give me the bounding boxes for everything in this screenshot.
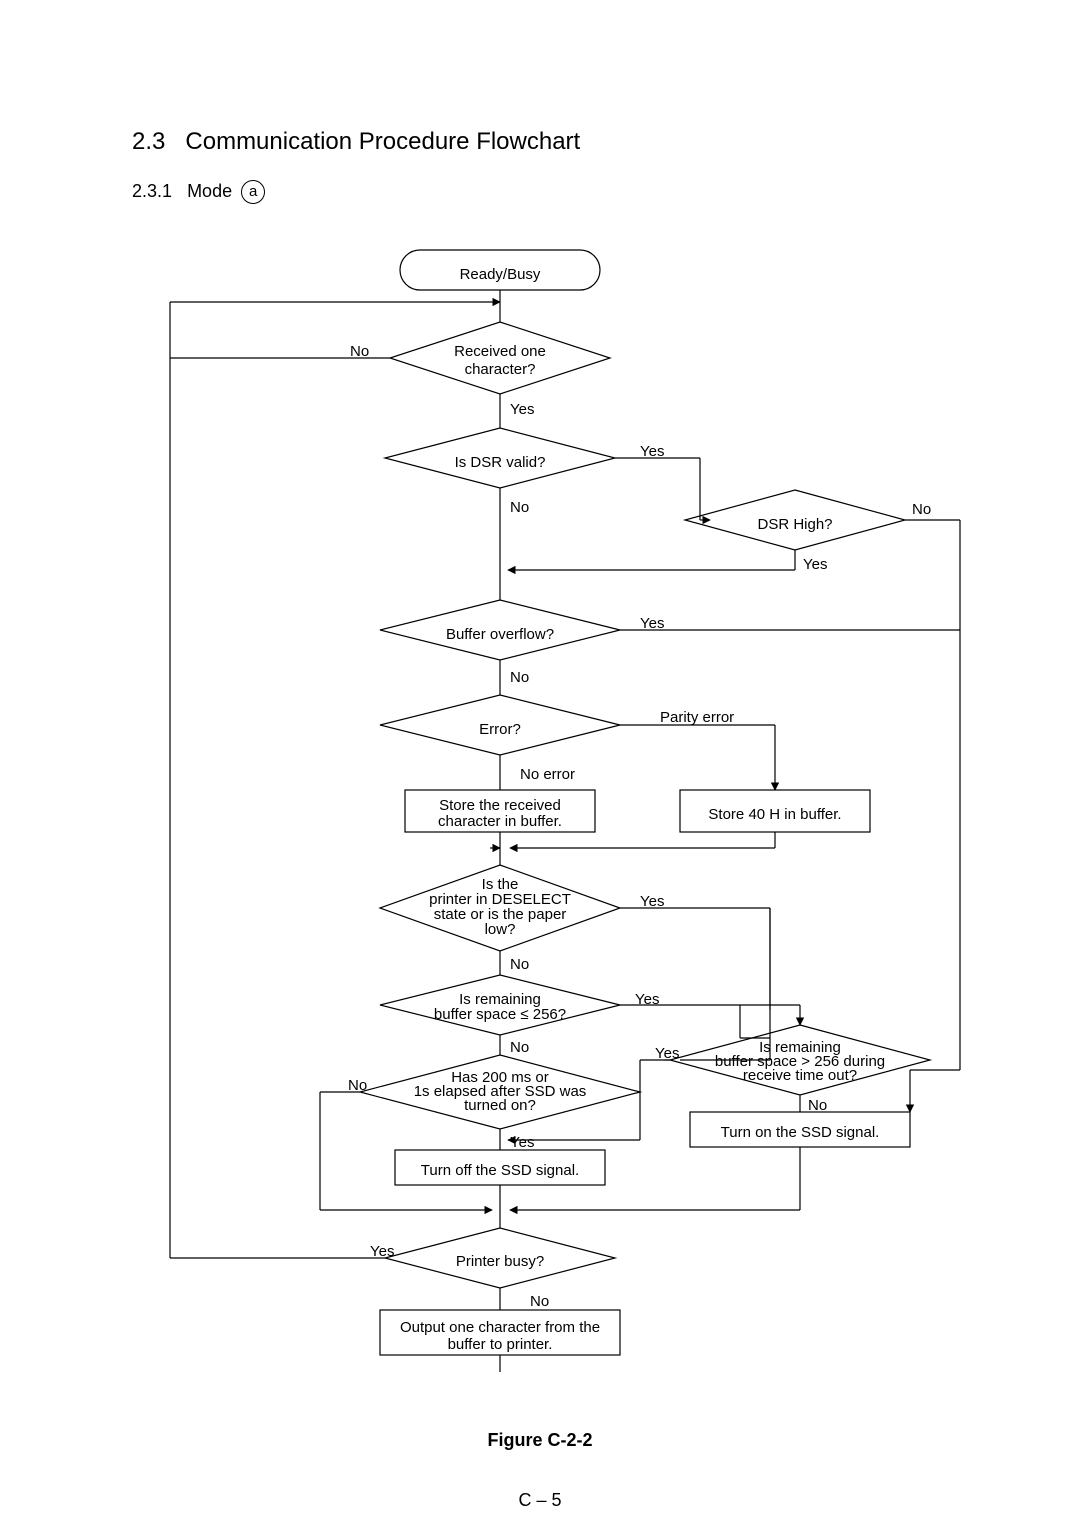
edge-rem256-no: No <box>510 1039 529 1056</box>
flowchart-svg: Ready/Busy Received one character? No Ye… <box>0 0 1080 1526</box>
edge-elapsed-yes: Yes <box>510 1134 534 1151</box>
edge-received-no: No <box>350 343 369 360</box>
label-elapsed-3: turned on? <box>464 1097 536 1114</box>
label-store-char-2: character in buffer. <box>438 813 562 830</box>
label-ssd-on: Turn on the SSD signal. <box>721 1124 880 1141</box>
edge-deselect-no: No <box>510 956 529 973</box>
edge-rem256-yes: Yes <box>635 991 659 1008</box>
edge-error-parity: Parity error <box>660 709 734 726</box>
edge-busy-yes: Yes <box>370 1243 394 1260</box>
edge-received-yes: Yes <box>510 401 534 418</box>
edge-busy-no: No <box>530 1293 549 1310</box>
edge-bufovf-yes: Yes <box>640 615 664 632</box>
edge-error-none: No error <box>520 766 575 783</box>
page-number: C – 5 <box>0 1490 1080 1511</box>
label-error: Error? <box>479 721 521 738</box>
edge-timeout-no: No <box>808 1097 827 1114</box>
edge-dsrhigh-yes: Yes <box>803 556 827 573</box>
edge-bufovf-no: No <box>510 669 529 686</box>
figure-caption: Figure C-2-2 <box>0 1430 1080 1451</box>
label-timeout-3: receive time out? <box>743 1067 857 1084</box>
label-rem256-2: buffer space ≤ 256? <box>434 1006 566 1023</box>
page: 2.3 Communication Procedure Flowchart 2.… <box>0 0 1080 1526</box>
label-buf-overflow: Buffer overflow? <box>446 626 554 643</box>
label-deselect-4: low? <box>485 921 516 938</box>
edge-timeout-yes: Yes <box>655 1045 679 1062</box>
label-busy: Printer busy? <box>456 1253 544 1270</box>
edge-deselect-yes: Yes <box>640 893 664 910</box>
label-ready-busy: Ready/Busy <box>460 266 541 283</box>
edge-dsrvalid-yes: Yes <box>640 443 664 460</box>
label-ssd-off: Turn off the SSD signal. <box>421 1162 579 1179</box>
label-received-2: character? <box>465 361 536 378</box>
label-store-40h: Store 40 H in buffer. <box>708 806 841 823</box>
edge-dsrhigh-no: No <box>912 501 931 518</box>
label-store-char-1: Store the received <box>439 797 561 814</box>
label-received-1: Received one <box>454 343 546 360</box>
label-dsr-valid: Is DSR valid? <box>455 454 546 471</box>
label-output-2: buffer to printer. <box>448 1336 553 1353</box>
label-output-1: Output one character from the <box>400 1319 600 1336</box>
label-dsr-high: DSR High? <box>757 516 832 533</box>
edge-elapsed-no: No <box>348 1077 367 1094</box>
edge-dsrvalid-no: No <box>510 499 529 516</box>
